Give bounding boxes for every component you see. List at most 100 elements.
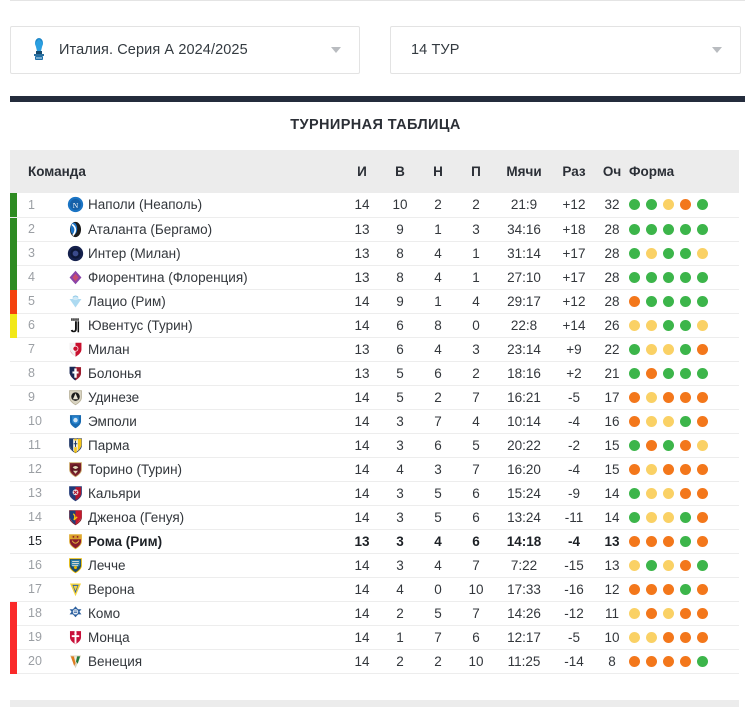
team-name[interactable]: Болонья: [88, 361, 343, 386]
goal-difference: -9: [553, 481, 595, 506]
team-name[interactable]: Фиорентина (Флоренция): [88, 265, 343, 290]
table-row[interactable]: 5 Лацио (Рим) 14 9 1 4 29:17 +12 28: [10, 289, 739, 314]
form-dot-l: [629, 295, 640, 307]
team-name[interactable]: Верона: [88, 577, 343, 602]
table-row[interactable]: 14 Дженоа (Генуя) 14 3 5 6 13:24 -11 14: [10, 505, 739, 530]
team-name[interactable]: Парма: [88, 433, 343, 458]
won: 2: [381, 649, 419, 674]
team-name[interactable]: Наполи (Неаполь): [88, 193, 343, 218]
header-diff[interactable]: Раз: [553, 150, 595, 193]
form-dot-l: [646, 367, 657, 379]
table-row[interactable]: 13 Кальяри 14 3 5 6 15:24 -9 14: [10, 481, 739, 506]
league-selector-label: Италия. Серия А 2024/2025: [59, 42, 248, 58]
team-name[interactable]: Рома (Рим): [88, 529, 343, 554]
points: 17: [595, 385, 629, 410]
chevron-down-icon[interactable]: [712, 47, 722, 53]
header-goals[interactable]: Мячи: [495, 150, 553, 193]
team-name[interactable]: Кальяри: [88, 481, 343, 506]
team-name[interactable]: Ювентус (Турин): [88, 313, 343, 338]
played: 14: [343, 385, 381, 410]
table-row[interactable]: 20 Венеция 14 2 2 10 11:25 -14 8: [10, 649, 739, 674]
won: 1: [381, 625, 419, 650]
form-dot-l: [680, 631, 691, 643]
form-dots: [629, 319, 739, 331]
header-points[interactable]: Оч: [595, 150, 629, 193]
goals: 10:14: [495, 409, 553, 434]
table-row[interactable]: 15 Рома (Рим) 13 3 4 6 14:18 -4 13: [10, 529, 739, 554]
team-name[interactable]: Интер (Милан): [88, 241, 343, 266]
league-selector[interactable]: Италия. Серия А 2024/2025: [10, 26, 360, 74]
team-name[interactable]: Венеция: [88, 649, 343, 674]
team-name[interactable]: Дженоа (Генуя): [88, 505, 343, 530]
table-row[interactable]: 6 Ювентус (Турин) 14 6 8 0 22:8 +14 26: [10, 313, 739, 338]
table-row[interactable]: 10 Эмполи 14 3 7 4 10:14 -4 16: [10, 409, 739, 434]
table-row[interactable]: 7 Милан 13 6 4 3 23:14 +9 22: [10, 337, 739, 362]
row-position: 8: [28, 361, 62, 386]
form-dot-d: [646, 631, 657, 643]
team-name[interactable]: Лацио (Рим): [88, 289, 343, 314]
table-row[interactable]: 16 Лечче 14 3 4 7 7:22 -15 13: [10, 553, 739, 578]
form-cell: [629, 361, 739, 386]
lost: 0: [457, 313, 495, 338]
table-row[interactable]: 4 Фиорентина (Флоренция) 13 8 4 1 27:10 +17 28: [10, 265, 739, 290]
form-dot-w: [629, 439, 640, 451]
goals: 13:24: [495, 505, 553, 530]
goals: 21:9: [495, 193, 553, 218]
standings-table-wrapper: Команда И В Н П Мячи Раз Оч Форма 1 N Напо…: [10, 150, 739, 674]
row-position: 20: [28, 649, 62, 674]
form-dot-d: [663, 199, 674, 211]
goals: 27:10: [495, 265, 553, 290]
zone-indicator: [10, 193, 17, 217]
form-dot-d: [663, 559, 674, 571]
form-dot-w: [680, 247, 691, 259]
form-dot-w: [697, 295, 708, 307]
goals: 34:16: [495, 217, 553, 242]
table-row[interactable]: 18 Комо 14 2 5 7 14:26 -12 11: [10, 601, 739, 626]
form-dot-d: [646, 415, 657, 427]
zone-indicator: [10, 217, 17, 242]
team-name[interactable]: Монца: [88, 625, 343, 650]
played: 14: [343, 505, 381, 530]
tour-selector[interactable]: 14 ТУР: [390, 26, 741, 74]
chevron-down-icon[interactable]: [331, 47, 341, 53]
points: 32: [595, 193, 629, 218]
form-cell: [629, 457, 739, 482]
team-name[interactable]: Лечче: [88, 553, 343, 578]
zone-bar-cell: [10, 601, 28, 626]
form-dot-w: [680, 367, 691, 379]
team-name[interactable]: Комо: [88, 601, 343, 626]
table-row[interactable]: 3 Интер (Милан) 13 8 4 1 31:14 +17 28: [10, 241, 739, 266]
header-drawn[interactable]: Н: [419, 150, 457, 193]
team-name[interactable]: Удинезе: [88, 385, 343, 410]
table-row[interactable]: 1 N Наполи (Неаполь) 14 10 2 2 21:9 +12 32: [10, 193, 739, 218]
form-dot-l: [680, 655, 691, 667]
table-row[interactable]: 12 Торино (Турин) 14 4 3 7 16:20 -4 15: [10, 457, 739, 482]
header-played[interactable]: И: [343, 150, 381, 193]
table-row[interactable]: 9 Удинезе 14 5 2 7 16:21 -5 17: [10, 385, 739, 410]
team-crest-cell: [62, 577, 88, 602]
table-row[interactable]: 11 Парма 14 3 6 5 20:22 -2 15: [10, 433, 739, 458]
form-dot-l: [663, 391, 674, 403]
goal-difference: -14: [553, 649, 595, 674]
form-dot-d: [629, 559, 640, 571]
lost: 6: [457, 481, 495, 506]
played: 13: [343, 529, 381, 554]
table-row[interactable]: 2 Аталанта (Бергамо) 13 9 1 3 34:16 +18 28: [10, 217, 739, 242]
header-zone-bar: [10, 150, 28, 193]
header-lost[interactable]: П: [457, 150, 495, 193]
played: 14: [343, 577, 381, 602]
team-name[interactable]: Торино (Турин): [88, 457, 343, 482]
team-name[interactable]: Милан: [88, 337, 343, 362]
zone-bar-cell: [10, 289, 28, 314]
team-name[interactable]: Эмполи: [88, 409, 343, 434]
form-dots: [629, 511, 739, 523]
form-dot-l: [697, 463, 708, 475]
team-name[interactable]: Аталанта (Бергамо): [88, 217, 343, 242]
table-row[interactable]: 19 Монца 14 1 7 6 12:17 -5 10: [10, 625, 739, 650]
goal-difference: -16: [553, 577, 595, 602]
form-cell: [629, 265, 739, 290]
table-row[interactable]: 17 Верона 14 4 0 10 17:33 -16 12: [10, 577, 739, 602]
header-won[interactable]: В: [381, 150, 419, 193]
table-row[interactable]: 8 Болонья 13 5 6 2 18:16 +2 21: [10, 361, 739, 386]
header-team[interactable]: Команда: [28, 150, 343, 193]
